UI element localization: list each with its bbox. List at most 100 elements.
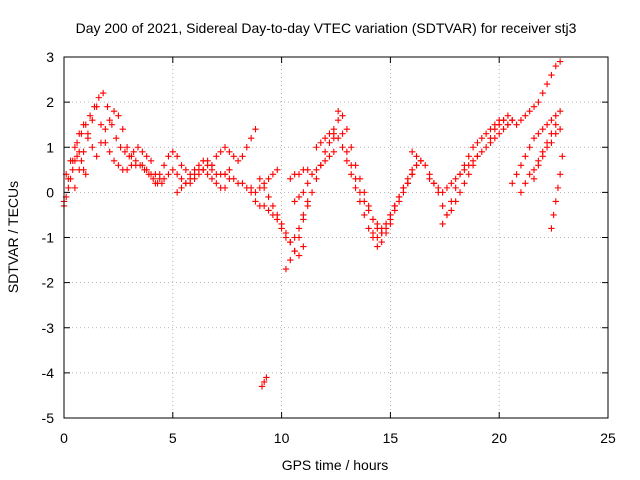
series-arc14 <box>258 374 270 390</box>
data-point <box>178 162 185 169</box>
data-point <box>287 256 294 264</box>
data-point <box>517 116 525 124</box>
data-point <box>132 157 140 164</box>
data-point <box>461 180 468 187</box>
series-arc22 <box>426 116 516 196</box>
data-point <box>339 144 346 151</box>
data-point <box>226 166 233 174</box>
data-point <box>456 189 464 196</box>
data-point <box>89 144 96 151</box>
data-point <box>247 189 255 196</box>
data-point <box>509 180 516 187</box>
data-point <box>448 198 455 205</box>
data-point <box>326 153 333 160</box>
data-point <box>535 130 542 137</box>
data-point <box>369 229 377 237</box>
x-tick-label: 0 <box>60 430 68 446</box>
data-point <box>361 211 368 219</box>
y-tick-label: -5 <box>42 410 55 426</box>
data-point <box>552 112 559 119</box>
series-arc4 <box>60 148 89 210</box>
series-arc25 <box>509 107 564 187</box>
data-point <box>408 166 416 174</box>
data-point <box>452 184 459 192</box>
data-point <box>139 162 146 169</box>
y-tick-label: 2 <box>46 94 54 110</box>
data-point <box>535 162 542 169</box>
data-point <box>256 175 264 183</box>
data-point <box>150 175 157 183</box>
x-tick-label: 10 <box>274 430 290 446</box>
data-point <box>374 234 381 241</box>
data-point <box>258 383 266 390</box>
data-point <box>226 148 233 155</box>
data-point <box>230 153 237 160</box>
data-point <box>71 157 79 164</box>
data-point <box>165 171 172 178</box>
data-point <box>113 135 120 142</box>
data-point <box>526 107 533 115</box>
data-point <box>117 144 124 151</box>
x-tick-label: 25 <box>600 430 616 446</box>
data-point <box>230 175 237 183</box>
data-point <box>552 121 559 128</box>
data-point <box>343 157 351 164</box>
data-point <box>106 148 113 155</box>
data-point <box>110 107 118 115</box>
data-point <box>439 220 446 228</box>
data-point <box>119 126 126 133</box>
data-point <box>334 107 342 115</box>
data-point <box>543 121 551 128</box>
series-arc19 <box>334 116 420 232</box>
data-point <box>187 175 194 183</box>
data-point <box>282 265 290 273</box>
data-point <box>530 103 538 110</box>
data-point <box>291 247 298 255</box>
data-point <box>152 180 159 187</box>
data-point <box>539 89 546 97</box>
data-point <box>178 184 185 192</box>
data-point <box>543 139 551 146</box>
data-point <box>304 180 311 187</box>
data-point <box>539 148 546 155</box>
data-point <box>378 238 385 246</box>
data-point <box>395 193 403 201</box>
data-point <box>300 243 307 250</box>
data-point <box>158 180 166 187</box>
data-point <box>110 157 118 164</box>
data-point <box>123 144 131 151</box>
data-point <box>173 189 181 196</box>
data-point <box>539 126 546 133</box>
data-point <box>334 135 342 142</box>
x-axis-label: GPS time / hours <box>282 457 389 473</box>
data-point <box>243 144 250 151</box>
data-point <box>95 94 103 101</box>
data-point <box>343 148 351 155</box>
data-point <box>69 166 76 174</box>
data-point <box>482 130 490 137</box>
data-point <box>287 238 294 246</box>
data-point <box>556 107 564 115</box>
data-point <box>543 80 551 88</box>
data-point <box>313 175 320 183</box>
y-tick-label: 0 <box>46 184 54 200</box>
data-point <box>556 126 564 133</box>
data-point <box>291 198 298 205</box>
data-point <box>260 184 268 192</box>
data-point <box>115 162 122 169</box>
data-point <box>548 225 555 232</box>
data-point <box>522 112 529 119</box>
data-point <box>217 148 224 155</box>
data-point <box>378 229 385 237</box>
data-point <box>465 171 472 178</box>
data-point <box>263 374 270 381</box>
data-point <box>465 153 472 160</box>
data-point <box>500 116 507 124</box>
data-point <box>208 175 216 183</box>
data-point <box>102 126 109 133</box>
data-point <box>369 216 377 223</box>
data-point <box>487 135 494 142</box>
data-point <box>239 153 246 160</box>
data-point <box>452 175 459 183</box>
